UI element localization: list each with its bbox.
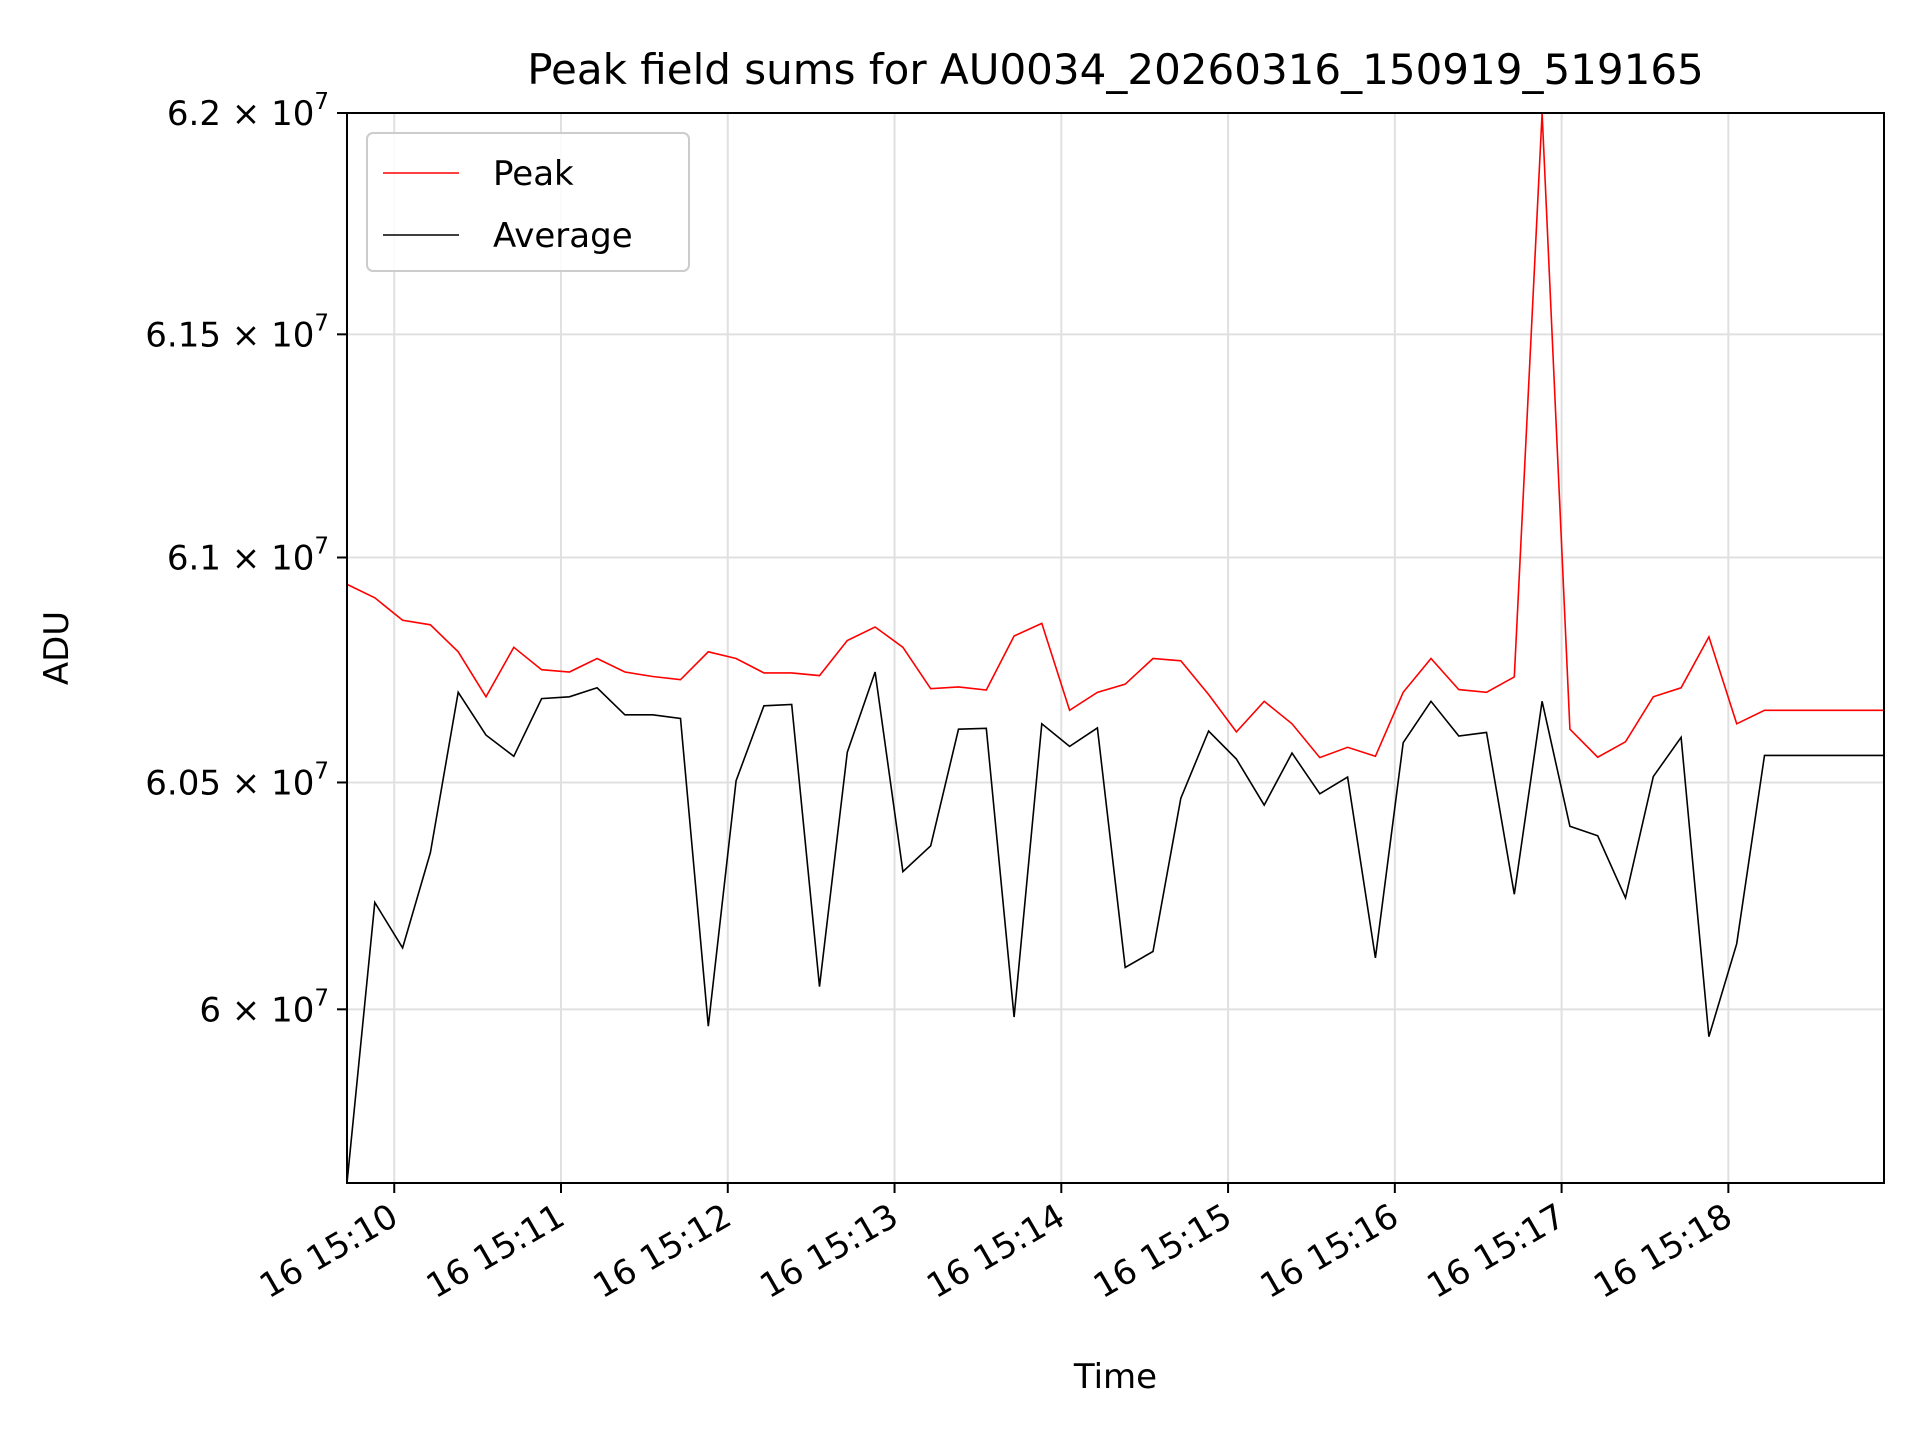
y-tick-label: 6.2 × 107 (167, 89, 329, 134)
y-tick-exponent: 7 (314, 310, 329, 336)
y-axis-label: ADU (37, 611, 77, 685)
y-tick-times: × 10 (221, 538, 314, 578)
y-tick-exponent: 7 (314, 985, 329, 1011)
y-tick-mantissa: 6.15 (145, 315, 221, 355)
y-tick-label: 6.15 × 107 (145, 310, 329, 355)
y-tick-times: × 10 (221, 763, 314, 803)
y-tick-exponent: 7 (314, 89, 329, 115)
y-tick-label: 6 × 107 (199, 985, 329, 1030)
chart-title: Peak field sums for AU0034_20260316_1509… (527, 45, 1704, 94)
y-tick-mantissa: 6.1 (167, 538, 221, 578)
series-layer (347, 113, 1884, 1183)
y-tick-exponent: 7 (314, 533, 329, 559)
y-tick-label: 6.05 × 107 (145, 758, 329, 803)
x-axis-label: Time (1073, 1357, 1157, 1397)
y-tick-times: × 10 (221, 990, 314, 1030)
series-line-peak (347, 113, 1884, 759)
series-line-average (347, 671, 1884, 1183)
legend: Peak Average (366, 132, 690, 272)
y-tick-times: × 10 (221, 315, 314, 355)
y-tick-mantissa: 6 (199, 990, 221, 1030)
plot-frame (346, 112, 1885, 1184)
y-tick-exponent: 7 (314, 758, 329, 784)
y-tick-mantissa: 6.2 (167, 94, 221, 134)
y-tick-label: 6.1 × 107 (167, 533, 329, 578)
y-tick-mantissa: 6.05 (145, 763, 221, 803)
y-tick-times: × 10 (221, 94, 314, 134)
legend-label-average: Average (493, 216, 633, 256)
legend-box (366, 132, 690, 272)
legend-label-peak: Peak (493, 154, 574, 194)
